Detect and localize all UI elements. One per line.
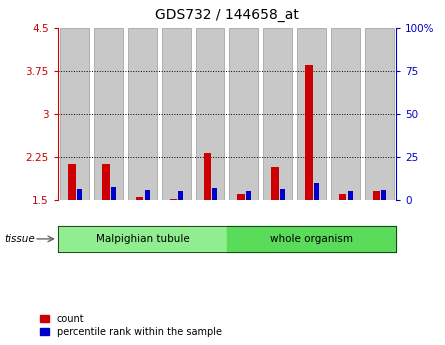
Bar (69, 164, 76, 200)
Bar (94, 28, 123, 200)
Bar (128, 28, 157, 200)
Bar (365, 28, 393, 200)
Bar (227, 226, 396, 252)
Bar (314, 183, 319, 200)
Bar (196, 28, 224, 200)
Bar (381, 190, 386, 200)
Bar (162, 28, 190, 200)
Text: whole organism: whole organism (270, 234, 353, 244)
Bar (204, 153, 211, 200)
Bar (178, 190, 183, 200)
Bar (373, 191, 380, 200)
Bar (238, 194, 245, 200)
Title: GDS732 / 144658_at: GDS732 / 144658_at (155, 8, 299, 22)
Bar (58, 226, 227, 252)
Bar (136, 197, 143, 200)
Bar (102, 164, 109, 200)
Bar (339, 194, 346, 200)
Bar (61, 28, 89, 200)
Bar (271, 167, 279, 200)
Bar (331, 28, 360, 200)
Bar (77, 189, 82, 200)
Bar (212, 188, 217, 200)
Bar (348, 191, 352, 200)
Bar (145, 190, 150, 200)
Bar (297, 28, 326, 200)
Bar (230, 28, 258, 200)
Bar (280, 189, 285, 200)
Bar (111, 187, 116, 200)
Legend: count, percentile rank within the sample: count, percentile rank within the sample (40, 314, 222, 337)
Bar (170, 199, 177, 200)
Text: tissue: tissue (4, 234, 35, 244)
Bar (263, 28, 292, 200)
Bar (246, 190, 251, 200)
Text: Malpighian tubule: Malpighian tubule (96, 234, 189, 244)
Bar (305, 65, 312, 200)
